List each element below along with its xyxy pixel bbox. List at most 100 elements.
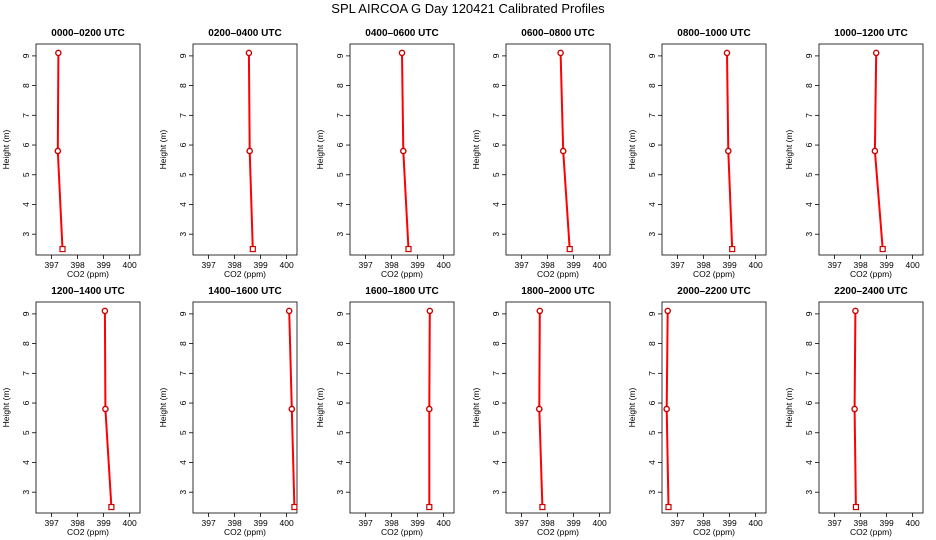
y-tick-label: 8 bbox=[491, 83, 501, 88]
x-tick-label: 400 bbox=[749, 518, 763, 528]
y-tick-label: 5 bbox=[491, 430, 501, 435]
y-tick-label: 3 bbox=[647, 232, 657, 237]
x-tick-label: 400 bbox=[593, 518, 607, 528]
profile-point bbox=[852, 503, 860, 511]
y-tick-label: 9 bbox=[491, 53, 501, 58]
profile-point bbox=[426, 307, 434, 315]
x-tick-label: 399 bbox=[97, 518, 111, 528]
x-tick-label: 399 bbox=[567, 518, 581, 528]
y-tick-label: 6 bbox=[804, 400, 814, 405]
y-tick-label: 8 bbox=[335, 83, 345, 88]
y-tick-label: 6 bbox=[491, 142, 501, 147]
y-tick-label: 7 bbox=[647, 371, 657, 376]
panel-title: 2200–2400 UTC bbox=[834, 286, 907, 297]
x-axis-label: CO2 (ppm) bbox=[537, 269, 579, 279]
y-tick-label: 4 bbox=[804, 202, 814, 207]
y-tick-label: 8 bbox=[804, 83, 814, 88]
y-tick-label: 5 bbox=[491, 172, 501, 177]
y-tick-label: 8 bbox=[804, 341, 814, 346]
x-tick-label: 397 bbox=[828, 518, 842, 528]
profile-point bbox=[398, 49, 406, 57]
x-tick-label: 397 bbox=[202, 260, 216, 270]
panel-title: 1200–1400 UTC bbox=[51, 286, 124, 297]
y-tick-label: 4 bbox=[647, 202, 657, 207]
x-tick-label: 397 bbox=[515, 260, 529, 270]
x-axis-label: CO2 (ppm) bbox=[381, 527, 423, 537]
y-tick-label: 5 bbox=[647, 430, 657, 435]
panel-title: 0600–0800 UTC bbox=[521, 28, 594, 39]
y-tick-label: 9 bbox=[21, 311, 31, 316]
x-tick-label: 397 bbox=[202, 518, 216, 528]
y-axis-label: Height (m) bbox=[627, 388, 637, 428]
y-tick-label: 6 bbox=[647, 142, 657, 147]
y-tick-label: 6 bbox=[335, 400, 345, 405]
y-tick-label: 9 bbox=[647, 53, 657, 58]
x-tick-label: 399 bbox=[880, 518, 894, 528]
profile-point bbox=[399, 147, 407, 155]
x-axis-label: CO2 (ppm) bbox=[693, 527, 735, 537]
y-tick-label: 3 bbox=[335, 232, 345, 237]
profile-point bbox=[291, 503, 298, 511]
x-tick-label: 398 bbox=[71, 518, 85, 528]
y-tick-label: 5 bbox=[804, 172, 814, 177]
y-tick-label: 9 bbox=[335, 53, 345, 58]
x-tick-label: 398 bbox=[385, 518, 399, 528]
y-tick-label: 4 bbox=[491, 460, 501, 465]
y-tick-label: 8 bbox=[178, 83, 188, 88]
profile-point bbox=[246, 147, 253, 155]
x-tick-label: 399 bbox=[723, 518, 737, 528]
profile-point bbox=[557, 49, 564, 57]
x-tick-label: 400 bbox=[593, 260, 607, 270]
profile-point bbox=[249, 245, 256, 253]
x-tick-label: 397 bbox=[45, 518, 59, 528]
y-tick-label: 8 bbox=[178, 341, 188, 346]
panel-title: 0400–0600 UTC bbox=[365, 28, 438, 39]
profile-point bbox=[566, 245, 573, 253]
y-tick-label: 8 bbox=[647, 341, 657, 346]
y-tick-label: 7 bbox=[178, 113, 188, 118]
profile-point bbox=[871, 147, 879, 155]
x-axis-label: CO2 (ppm) bbox=[850, 269, 892, 279]
y-tick-label: 4 bbox=[335, 202, 345, 207]
profile-point bbox=[55, 49, 62, 57]
x-tick-label: 399 bbox=[411, 260, 425, 270]
y-tick-label: 5 bbox=[335, 172, 345, 177]
y-tick-label: 3 bbox=[178, 490, 188, 495]
x-tick-label: 398 bbox=[697, 260, 711, 270]
plot-frame bbox=[35, 43, 141, 256]
panel-11: 2200–2400 UTC 397 398 399 400 3 4 5 6 7 8 9 CO2 (ppm… bbox=[784, 286, 924, 537]
panel-7: 1400–1600 UTC 397 398 399 400 3 4 5 6 7 8 9 CO2 (ppm… bbox=[158, 286, 298, 537]
profile-point bbox=[664, 307, 672, 315]
profile-point bbox=[102, 405, 109, 413]
x-tick-label: 398 bbox=[541, 260, 555, 270]
y-tick-label: 5 bbox=[178, 172, 188, 177]
y-axis-label: Height (m) bbox=[158, 130, 168, 170]
panel-9: 1800–2000 UTC 397 398 399 400 3 4 5 6 7 8 9 CO2 (ppm… bbox=[471, 286, 611, 537]
y-tick-label: 7 bbox=[491, 371, 501, 376]
x-tick-label: 397 bbox=[671, 518, 685, 528]
x-tick-label: 398 bbox=[71, 260, 85, 270]
x-tick-label: 398 bbox=[854, 518, 868, 528]
y-axis-label: Height (m) bbox=[627, 130, 637, 170]
profile-point bbox=[725, 147, 732, 155]
y-tick-label: 8 bbox=[335, 341, 345, 346]
y-tick-label: 9 bbox=[804, 311, 814, 316]
y-tick-label: 4 bbox=[178, 202, 188, 207]
profile-point bbox=[729, 245, 736, 253]
panel-title: 1000–1200 UTC bbox=[834, 28, 907, 39]
panel-10: 2000–2200 UTC 397 398 399 400 3 4 5 6 7 8 9 CO2 (ppm… bbox=[627, 286, 767, 537]
y-tick-label: 9 bbox=[335, 311, 345, 316]
profile-point bbox=[536, 307, 544, 315]
y-tick-label: 3 bbox=[491, 232, 501, 237]
plot-frame bbox=[35, 301, 141, 514]
y-tick-label: 5 bbox=[647, 172, 657, 177]
x-axis-label: CO2 (ppm) bbox=[67, 527, 109, 537]
x-tick-label: 400 bbox=[123, 518, 137, 528]
panel-title: 2000–2200 UTC bbox=[677, 286, 750, 297]
x-tick-label: 400 bbox=[280, 518, 294, 528]
y-axis-label: Height (m) bbox=[784, 388, 794, 428]
panel-title: 0000–0200 UTC bbox=[51, 28, 124, 39]
y-tick-label: 9 bbox=[178, 311, 188, 316]
profile-point bbox=[723, 49, 731, 57]
